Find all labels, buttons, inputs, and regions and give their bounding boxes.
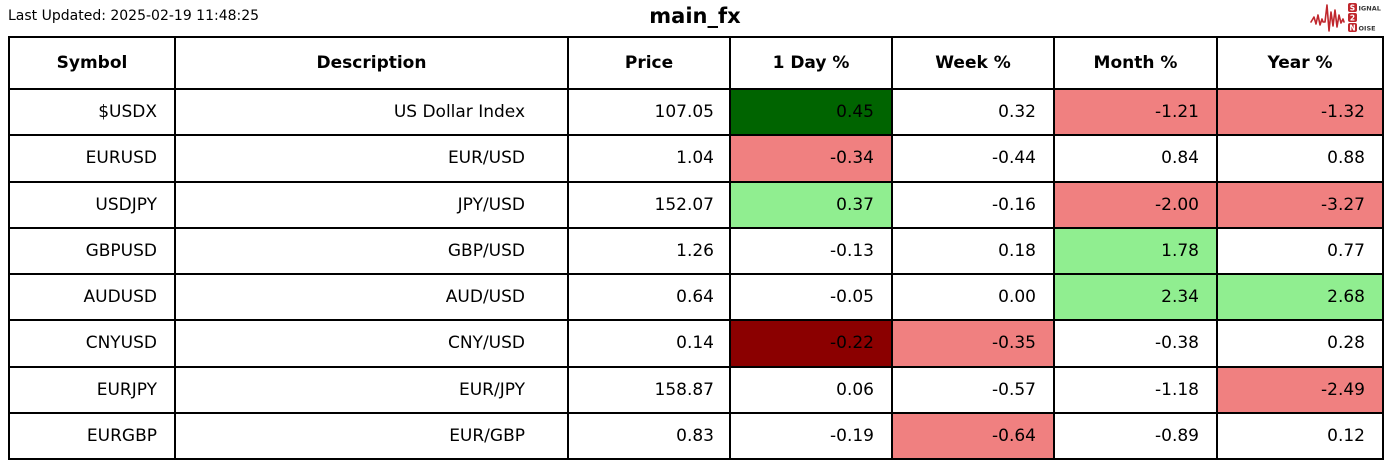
day-pct-cell: -0.34 [729, 134, 893, 183]
signal2noise-logo: S IGNAL 2 N OISE [1310, 3, 1381, 32]
fx-table: Symbol Description Price 1 Day % Week % … [8, 36, 1384, 461]
month-pct-cell: -1.18 [1053, 365, 1218, 414]
day-pct-cell: -0.13 [729, 226, 893, 276]
description-cell: EUR/USD [174, 134, 569, 183]
description-cell: GBP/USD [174, 226, 569, 276]
week-pct-cell: -0.44 [891, 134, 1055, 183]
col-header-day-pct: 1 Day % [729, 36, 893, 90]
week-pct-cell: -0.16 [891, 180, 1055, 229]
table-row-usdx: $USDX US Dollar Index 107.05 0.45 0.32 -… [8, 87, 1384, 137]
symbol-cell: CNYUSD [8, 319, 176, 368]
day-pct-cell: 0.37 [729, 180, 893, 229]
month-pct-cell: 1.78 [1053, 226, 1218, 276]
logo-box-2 [1348, 13, 1357, 22]
logo-letter-s: S [1350, 3, 1355, 12]
symbol-cell: $USDX [8, 87, 176, 137]
week-pct-cell: 0.00 [891, 272, 1055, 322]
col-header-year-pct: Year % [1216, 36, 1384, 90]
day-pct-cell: -0.22 [729, 319, 893, 368]
last-updated-text: Last Updated: 2025-02-19 11:48:25 [8, 8, 260, 24]
month-pct-cell: -0.38 [1053, 319, 1218, 368]
description-cell: JPY/USD [174, 180, 569, 229]
year-pct-cell: 0.12 [1216, 411, 1384, 461]
price-cell: 158.87 [567, 365, 731, 414]
col-header-description: Description [174, 36, 569, 90]
description-cell: CNY/USD [174, 319, 569, 368]
day-pct-cell: 0.45 [729, 87, 893, 137]
description-cell: US Dollar Index [174, 87, 569, 137]
table-row-eurusd: EURUSD EUR/USD 1.04 -0.34 -0.44 0.84 0.8… [8, 134, 1384, 183]
col-header-price: Price [567, 36, 731, 90]
table-row-gbpusd: GBPUSD GBP/USD 1.26 -0.13 0.18 1.78 0.77 [8, 226, 1384, 276]
year-pct-cell: -2.49 [1216, 365, 1384, 414]
price-cell: 0.83 [567, 411, 731, 461]
week-pct-cell: -0.57 [891, 365, 1055, 414]
year-pct-cell: -3.27 [1216, 180, 1384, 229]
day-pct-cell: 0.06 [729, 365, 893, 414]
year-pct-cell: 2.68 [1216, 272, 1384, 322]
table-row-eurjpy: EURJPY EUR/JPY 158.87 0.06 -0.57 -1.18 -… [8, 365, 1384, 414]
day-pct-cell: -0.05 [729, 272, 893, 322]
waveform-icon [1310, 4, 1345, 32]
month-pct-cell: 2.34 [1053, 272, 1218, 322]
symbol-cell: EURGBP [8, 411, 176, 461]
price-cell: 1.26 [567, 226, 731, 276]
year-pct-cell: -1.32 [1216, 87, 1384, 137]
week-pct-cell: -0.35 [891, 319, 1055, 368]
price-cell: 152.07 [567, 180, 731, 229]
logo-text-oise: OISE [1359, 24, 1376, 32]
symbol-cell: AUDUSD [8, 272, 176, 322]
logo-digit-2: 2 [1350, 13, 1355, 22]
price-cell: 0.64 [567, 272, 731, 322]
logo-letter-n: N [1349, 23, 1355, 32]
description-cell: AUD/USD [174, 272, 569, 322]
col-header-symbol: Symbol [8, 36, 176, 90]
logo-box-n [1348, 23, 1357, 32]
description-cell: EUR/JPY [174, 365, 569, 414]
logo-text-ignal: IGNAL [1359, 4, 1381, 12]
price-cell: 107.05 [567, 87, 731, 137]
header-row: Symbol Description Price 1 Day % Week % … [8, 36, 1384, 90]
week-pct-cell: 0.18 [891, 226, 1055, 276]
table-row-cnyusd: CNYUSD CNY/USD 0.14 -0.22 -0.35 -0.38 0.… [8, 319, 1384, 368]
year-pct-cell: 0.28 [1216, 319, 1384, 368]
table-row-eurgbp: EURGBP EUR/GBP 0.83 -0.19 -0.64 -0.89 0.… [8, 411, 1384, 461]
description-cell: EUR/GBP [174, 411, 569, 461]
month-pct-cell: -1.21 [1053, 87, 1218, 137]
month-pct-cell: 0.84 [1053, 134, 1218, 183]
year-pct-cell: 0.88 [1216, 134, 1384, 183]
page-title: main_fx [649, 4, 741, 28]
price-cell: 0.14 [567, 319, 731, 368]
week-pct-cell: 0.32 [891, 87, 1055, 137]
symbol-cell: GBPUSD [8, 226, 176, 276]
symbol-cell: EURJPY [8, 365, 176, 414]
week-pct-cell: -0.64 [891, 411, 1055, 461]
year-pct-cell: 0.77 [1216, 226, 1384, 276]
symbol-cell: USDJPY [8, 180, 176, 229]
month-pct-cell: -2.00 [1053, 180, 1218, 229]
day-pct-cell: -0.19 [729, 411, 893, 461]
logo-box-s [1348, 3, 1357, 12]
col-header-week-pct: Week % [891, 36, 1055, 90]
col-header-month-pct: Month % [1053, 36, 1218, 90]
month-pct-cell: -0.89 [1053, 411, 1218, 461]
price-cell: 1.04 [567, 134, 731, 183]
table-row-audusd: AUDUSD AUD/USD 0.64 -0.05 0.00 2.34 2.68 [8, 272, 1384, 322]
symbol-cell: EURUSD [8, 134, 176, 183]
table-row-usdjpy: USDJPY JPY/USD 152.07 0.37 -0.16 -2.00 -… [8, 180, 1384, 229]
